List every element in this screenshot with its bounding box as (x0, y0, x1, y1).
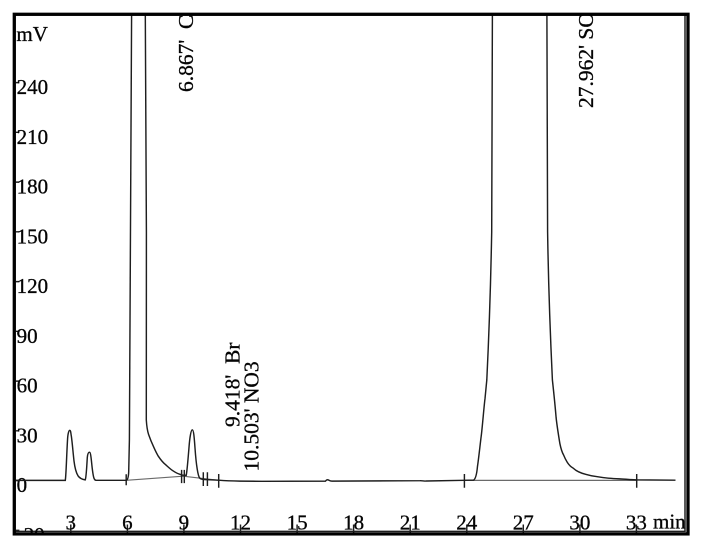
svg-text:150: 150 (17, 224, 48, 248)
svg-text:210: 210 (17, 125, 48, 149)
svg-text:90: 90 (17, 324, 38, 348)
svg-text:180: 180 (17, 175, 48, 199)
svg-text:9.418' Br: 9.418' Br (221, 343, 245, 428)
svg-text:18: 18 (343, 511, 364, 535)
svg-text:3: 3 (66, 511, 77, 535)
svg-text:60: 60 (17, 374, 38, 398)
svg-text:30: 30 (569, 511, 590, 535)
svg-text:10.503' NO3: 10.503' NO3 (240, 361, 264, 471)
svg-text:240: 240 (17, 75, 48, 99)
svg-text:33: 33 (626, 511, 647, 535)
svg-text:27: 27 (513, 511, 534, 535)
svg-text:15: 15 (287, 511, 308, 535)
svg-text:mV: mV (16, 22, 48, 46)
svg-text:min: min (653, 510, 686, 534)
svg-text:120: 120 (17, 274, 48, 298)
svg-text:21: 21 (400, 511, 421, 535)
svg-text:6: 6 (122, 511, 133, 535)
svg-text:27.962' SO4: 27.962' SO4 (574, 1, 598, 108)
svg-text:30: 30 (17, 423, 38, 447)
svg-text:-30: -30 (17, 523, 45, 547)
svg-text:6.867' Cl: 6.867' Cl (174, 9, 198, 92)
svg-text:0: 0 (17, 473, 28, 497)
svg-text:9: 9 (179, 511, 190, 535)
svg-text:12: 12 (230, 511, 251, 535)
svg-text:24: 24 (456, 511, 478, 535)
